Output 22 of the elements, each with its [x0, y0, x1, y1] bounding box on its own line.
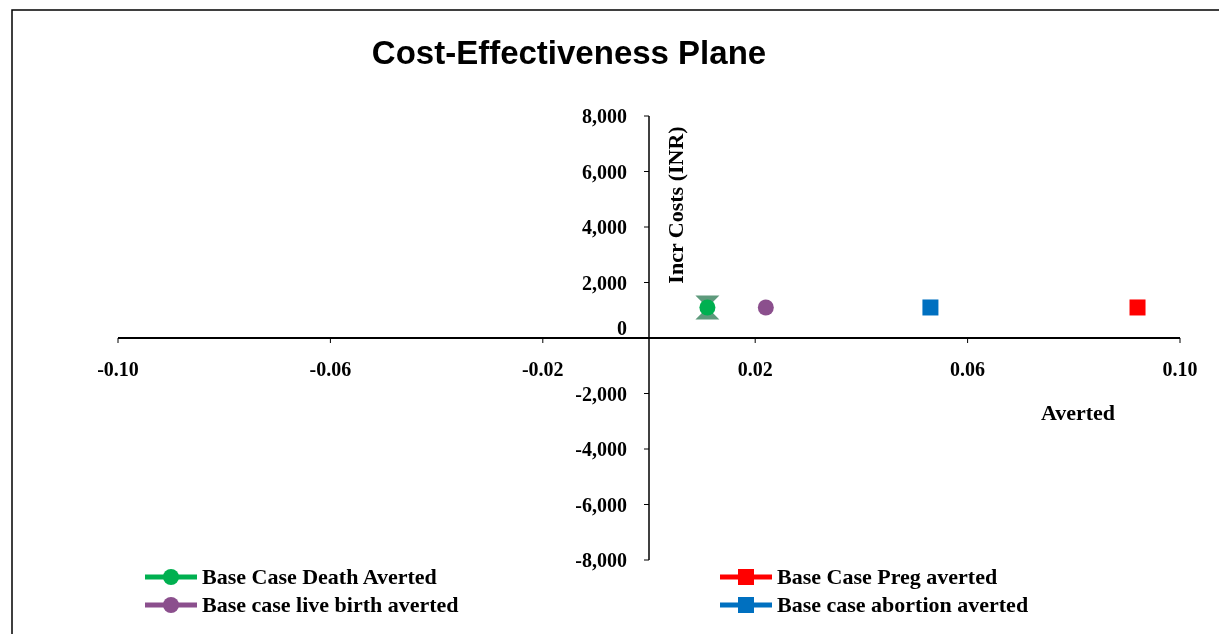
x-axis-title: Averted [1040, 400, 1116, 425]
x-tick-label: 0.02 [737, 358, 773, 380]
legend-label: Base Case Death Averted [202, 564, 437, 589]
y-tick-label: 4,000 [582, 216, 627, 238]
y-tick-label: 2,000 [582, 271, 627, 294]
x-tick-label: 0.10 [1162, 358, 1198, 380]
y-axis-title: Incr Costs (INR) [663, 126, 688, 284]
x-tick-label: 0.06 [950, 358, 986, 380]
x-tick-label: -0.10 [97, 358, 139, 380]
y-tick-label: 8,000 [582, 105, 627, 127]
y-tick-label: -8,000 [575, 549, 627, 571]
x-tick-label: -0.06 [309, 358, 352, 380]
y-tick-label: -6,000 [575, 493, 627, 516]
y-tick-label: 0 [617, 317, 627, 339]
legend-label: Base case abortion averted [777, 592, 1029, 617]
legend-label: Base case live birth averted [202, 592, 459, 617]
y-tick-label: 6,000 [582, 160, 627, 183]
legend-label: Base Case Preg averted [777, 564, 998, 589]
y-tick-label: -2,000 [575, 382, 627, 405]
y-tick-label: -4,000 [575, 438, 627, 460]
chart-title: Cost-Effectiveness Plane [371, 34, 767, 71]
x-tick-label: -0.02 [521, 358, 564, 380]
